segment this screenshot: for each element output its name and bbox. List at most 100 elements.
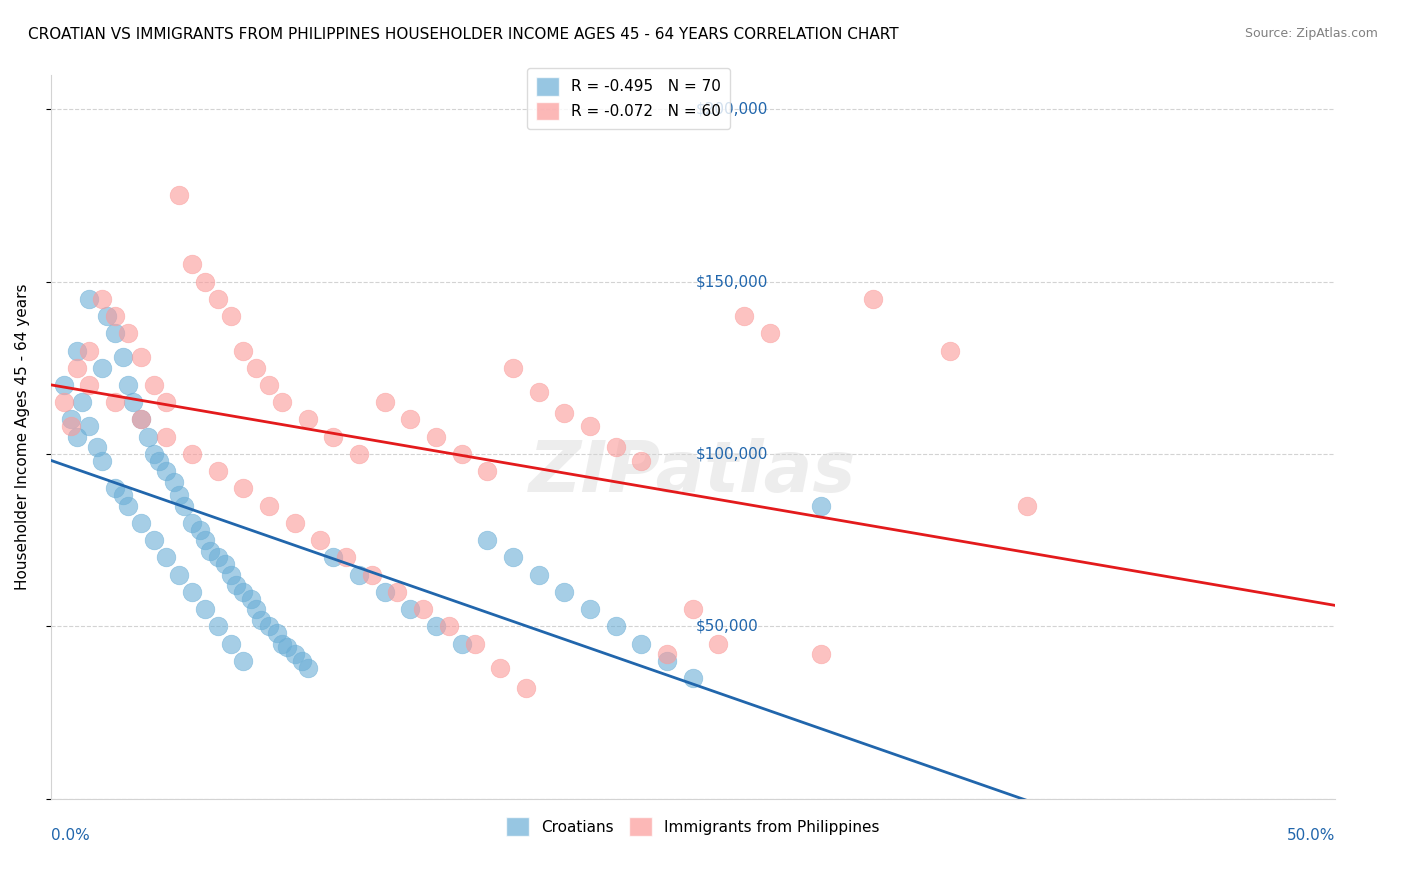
Point bbox=[284, 647, 307, 661]
Point bbox=[155, 550, 177, 565]
Point bbox=[96, 309, 118, 323]
Point bbox=[374, 395, 396, 409]
Point bbox=[167, 488, 190, 502]
Point bbox=[250, 613, 273, 627]
Point bbox=[198, 543, 221, 558]
Point bbox=[60, 412, 83, 426]
Point bbox=[52, 395, 75, 409]
Point bbox=[515, 681, 537, 696]
Point bbox=[387, 585, 409, 599]
Point bbox=[477, 464, 499, 478]
Point bbox=[527, 384, 550, 399]
Point bbox=[194, 275, 217, 289]
Point bbox=[91, 292, 114, 306]
Point bbox=[733, 309, 755, 323]
Point bbox=[630, 454, 652, 468]
Point bbox=[232, 654, 254, 668]
Point bbox=[207, 619, 229, 633]
Point bbox=[65, 430, 87, 444]
Point bbox=[412, 602, 434, 616]
Point bbox=[117, 499, 139, 513]
Point bbox=[257, 378, 280, 392]
Point bbox=[682, 602, 704, 616]
Point bbox=[142, 533, 165, 548]
Point bbox=[630, 637, 652, 651]
Point bbox=[553, 585, 575, 599]
Point bbox=[399, 412, 422, 426]
Point bbox=[232, 343, 254, 358]
Text: CROATIAN VS IMMIGRANTS FROM PHILIPPINES HOUSEHOLDER INCOME AGES 45 - 64 YEARS CO: CROATIAN VS IMMIGRANTS FROM PHILIPPINES … bbox=[28, 27, 898, 42]
Point bbox=[245, 602, 267, 616]
Point bbox=[111, 488, 134, 502]
Point bbox=[579, 602, 602, 616]
Y-axis label: Householder Income Ages 45 - 64 years: Householder Income Ages 45 - 64 years bbox=[15, 284, 30, 590]
Point bbox=[257, 619, 280, 633]
Point bbox=[527, 567, 550, 582]
Point bbox=[91, 360, 114, 375]
Point bbox=[138, 430, 160, 444]
Point bbox=[79, 378, 101, 392]
Point bbox=[810, 647, 832, 661]
Point bbox=[553, 406, 575, 420]
Point bbox=[862, 292, 884, 306]
Point bbox=[181, 585, 204, 599]
Point bbox=[155, 395, 177, 409]
Point bbox=[502, 550, 524, 565]
Point bbox=[104, 309, 127, 323]
Point bbox=[86, 440, 108, 454]
Point bbox=[759, 326, 782, 341]
Point bbox=[117, 326, 139, 341]
Point bbox=[207, 464, 229, 478]
Point bbox=[655, 647, 678, 661]
Point bbox=[79, 419, 101, 434]
Point bbox=[347, 447, 370, 461]
Point bbox=[605, 440, 627, 454]
Point bbox=[104, 395, 127, 409]
Point bbox=[155, 430, 177, 444]
Point bbox=[129, 351, 152, 365]
Point bbox=[399, 602, 422, 616]
Point bbox=[425, 619, 447, 633]
Point bbox=[284, 516, 307, 530]
Point bbox=[322, 430, 344, 444]
Point bbox=[142, 447, 165, 461]
Point bbox=[167, 567, 190, 582]
Point bbox=[181, 257, 204, 271]
Point bbox=[122, 395, 145, 409]
Point bbox=[167, 188, 190, 202]
Point bbox=[148, 454, 170, 468]
Point bbox=[79, 292, 101, 306]
Text: 0.0%: 0.0% bbox=[51, 828, 90, 843]
Point bbox=[655, 654, 678, 668]
Text: $150,000: $150,000 bbox=[696, 274, 768, 289]
Point bbox=[579, 419, 602, 434]
Text: $200,000: $200,000 bbox=[696, 102, 768, 117]
Point bbox=[117, 378, 139, 392]
Point bbox=[188, 523, 211, 537]
Point bbox=[374, 585, 396, 599]
Point bbox=[297, 412, 319, 426]
Point bbox=[129, 516, 152, 530]
Text: Source: ZipAtlas.com: Source: ZipAtlas.com bbox=[1244, 27, 1378, 40]
Point bbox=[104, 326, 127, 341]
Point bbox=[276, 640, 298, 654]
Point bbox=[181, 516, 204, 530]
Point bbox=[225, 578, 247, 592]
Point bbox=[65, 360, 87, 375]
Point bbox=[464, 637, 486, 651]
Point bbox=[155, 464, 177, 478]
Text: 50.0%: 50.0% bbox=[1286, 828, 1334, 843]
Point bbox=[207, 550, 229, 565]
Point bbox=[682, 671, 704, 685]
Point bbox=[65, 343, 87, 358]
Point bbox=[129, 412, 152, 426]
Point bbox=[214, 558, 236, 572]
Point bbox=[104, 482, 127, 496]
Point bbox=[194, 602, 217, 616]
Point bbox=[111, 351, 134, 365]
Point bbox=[232, 585, 254, 599]
Point bbox=[163, 475, 186, 489]
Point bbox=[335, 550, 357, 565]
Point bbox=[79, 343, 101, 358]
Point bbox=[707, 637, 730, 651]
